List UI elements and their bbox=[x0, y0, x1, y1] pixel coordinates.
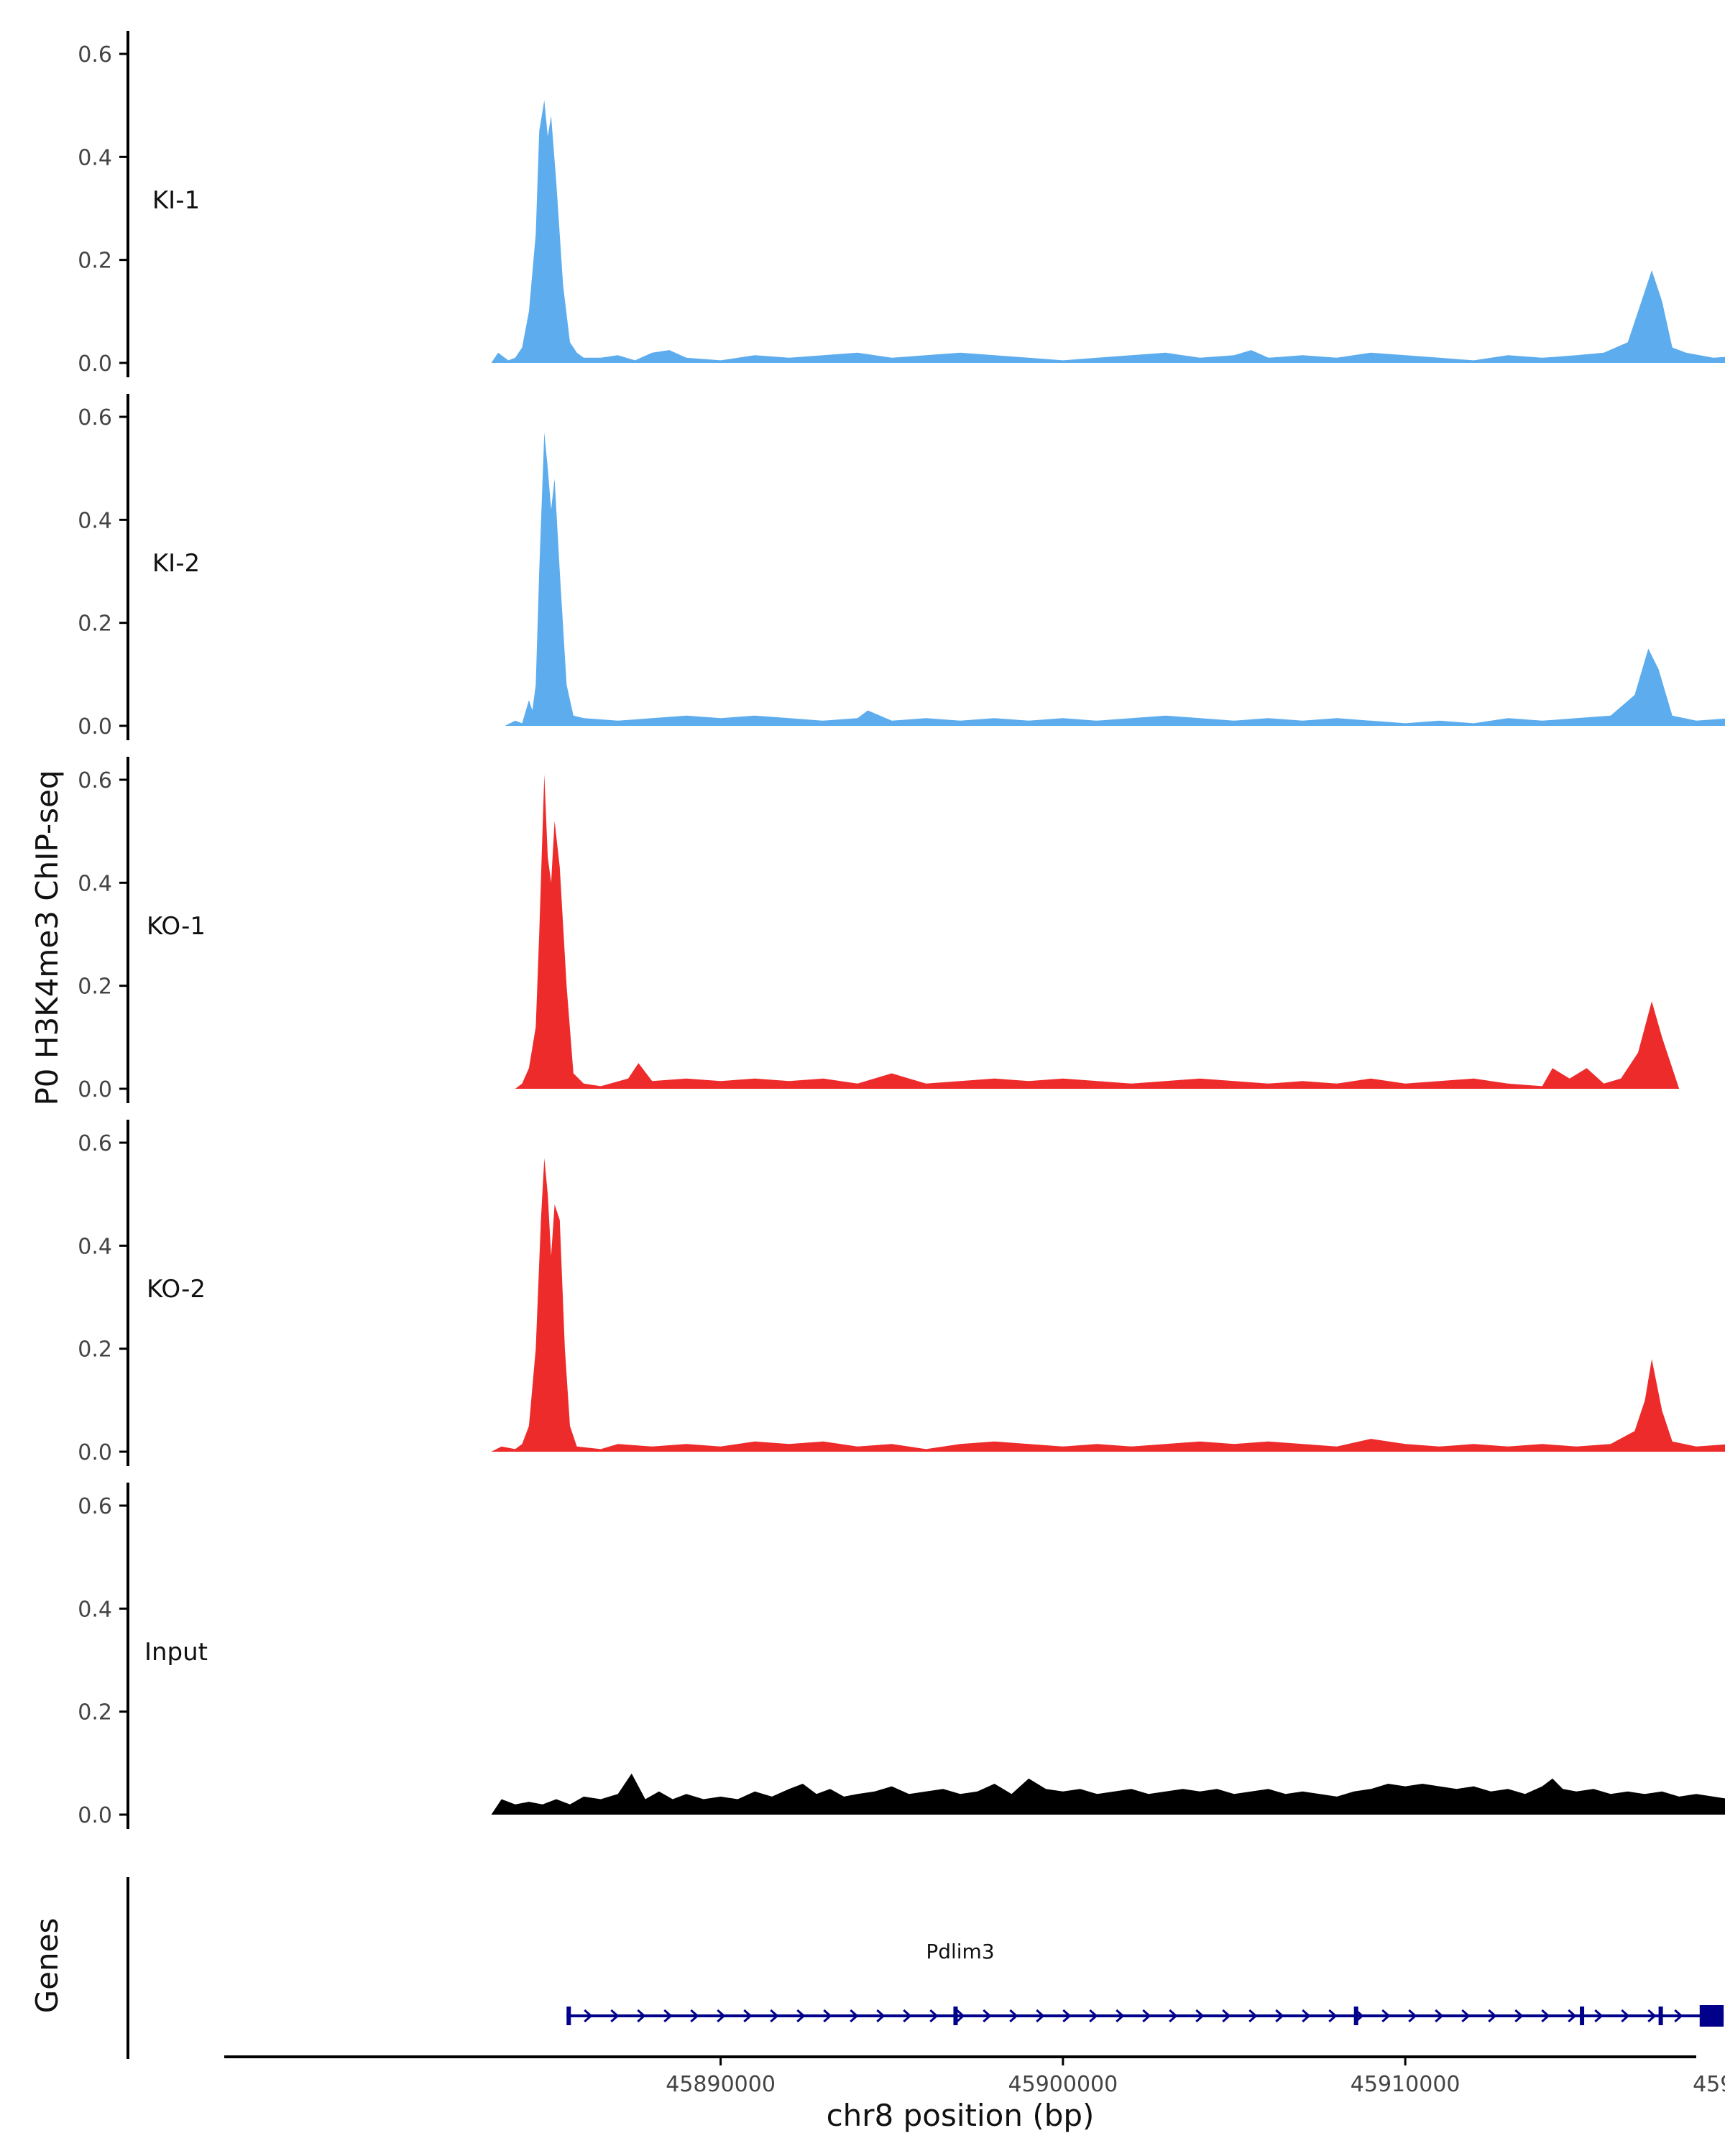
strand-arrow bbox=[1195, 2009, 1205, 2023]
track-panel-ko-2: 0.0 0.2 0.4 0.6 KO-2 bbox=[78, 1120, 1725, 1466]
strand-arrow bbox=[637, 2009, 646, 2023]
strand-arrow bbox=[584, 2009, 593, 2023]
strand-arrow bbox=[956, 2009, 965, 2023]
track-panel-ko-1: 0.0 0.2 0.4 0.6 KO-1 bbox=[78, 757, 1680, 1103]
strand-arrow bbox=[1647, 2009, 1657, 2023]
strand-arrow bbox=[1541, 2009, 1550, 2023]
track-label: KO-1 bbox=[147, 912, 206, 941]
strand-arrow bbox=[1381, 2009, 1391, 2023]
strand-arrow bbox=[929, 2009, 939, 2023]
y-tick-label: 0.4 bbox=[78, 145, 112, 170]
gene-name-label: Pdlim3 bbox=[926, 1940, 994, 1963]
signal-area-ki-1 bbox=[491, 100, 1725, 363]
y-tick-label: 0.2 bbox=[78, 1337, 112, 1363]
gene-panel: Pdlim3 bbox=[126, 1877, 1724, 2059]
x-axis-title: chr8 position (bp) bbox=[827, 2098, 1095, 2133]
strand-arrow bbox=[1674, 2009, 1683, 2023]
strand-arrow bbox=[1488, 2009, 1497, 2023]
strand-arrow bbox=[1036, 2009, 1045, 2023]
gene-exon bbox=[566, 2007, 571, 2025]
signal-panels: 0.00.20.40.6KI-10.00.20.40.6KI-20.00.20.… bbox=[78, 31, 1725, 1829]
track-label: Input bbox=[144, 1638, 208, 1667]
strand-arrow bbox=[1248, 2009, 1258, 2023]
signal-area-ki-2 bbox=[505, 432, 1725, 726]
strand-arrow bbox=[743, 2009, 753, 2023]
y-tick-label: 0.0 bbox=[78, 1803, 112, 1828]
gene-track-title: Genes bbox=[29, 1918, 65, 2014]
track-label: KO-2 bbox=[147, 1275, 206, 1304]
strand-arrow bbox=[796, 2009, 806, 2023]
track-label: KI-2 bbox=[152, 549, 200, 578]
x-tick-label: 45910000 bbox=[1351, 2072, 1460, 2097]
strand-arrow bbox=[1461, 2009, 1471, 2023]
signal-area-ko-1 bbox=[515, 774, 1680, 1089]
y-tick-label: 0.0 bbox=[78, 714, 112, 740]
track-panel-ki-1: 0.0 0.2 0.4 0.6 KI-1 bbox=[78, 31, 1725, 377]
strand-arrow bbox=[1408, 2009, 1417, 2023]
y-tick-label: 0.6 bbox=[78, 768, 112, 793]
y-tick-label: 0.2 bbox=[78, 975, 112, 1000]
strand-arrow bbox=[717, 2009, 726, 2023]
track-label: KI-1 bbox=[152, 186, 200, 215]
x-tick-label: 45890000 bbox=[666, 2072, 776, 2097]
signal-area-ko-2 bbox=[491, 1158, 1725, 1452]
strand-arrow bbox=[903, 2009, 912, 2023]
strand-arrow bbox=[1594, 2009, 1604, 2023]
strand-arrow bbox=[1275, 2009, 1284, 2023]
y-tick-label: 0.4 bbox=[78, 871, 112, 896]
strand-arrow bbox=[983, 2009, 992, 2023]
strand-arrow bbox=[1142, 2009, 1151, 2023]
strand-arrow bbox=[690, 2009, 699, 2023]
strand-arrow bbox=[770, 2009, 779, 2023]
strand-arrow bbox=[1009, 2009, 1018, 2023]
strand-arrow bbox=[850, 2009, 859, 2023]
y-tick-label: 0.2 bbox=[78, 249, 112, 274]
x-axis: 45890000 45900000 45910000 45920000 bbox=[224, 2055, 1725, 2097]
y-tick-label: 0.0 bbox=[78, 351, 112, 377]
strand-arrow bbox=[876, 2009, 886, 2023]
strand-arrow bbox=[1222, 2009, 1231, 2023]
x-tick-label: 45920000 bbox=[1693, 2072, 1725, 2097]
strand-arrow bbox=[823, 2009, 832, 2023]
y-tick-label: 0.2 bbox=[78, 1700, 112, 1726]
strand-arrow bbox=[1514, 2009, 1524, 2023]
gene-exon bbox=[1699, 2005, 1724, 2027]
y-tick-label: 0.6 bbox=[78, 42, 112, 68]
y-tick-label: 0.4 bbox=[78, 1234, 112, 1259]
strand-arrow bbox=[610, 2009, 620, 2023]
gene-exon bbox=[953, 2007, 958, 2025]
y-tick-label: 0.6 bbox=[78, 405, 112, 430]
track-panel-input: 0.0 0.2 0.4 0.6 Input bbox=[78, 1483, 1725, 1829]
y-tick-label: 0.4 bbox=[78, 508, 112, 533]
strand-arrow bbox=[1435, 2009, 1444, 2023]
y-tick-label: 0.0 bbox=[78, 1077, 112, 1102]
strand-arrow bbox=[1089, 2009, 1098, 2023]
gene-exon bbox=[1580, 2007, 1585, 2025]
y-tick-label: 0.4 bbox=[78, 1597, 112, 1622]
strand-arrow bbox=[1062, 2009, 1072, 2023]
strand-arrow bbox=[1302, 2009, 1311, 2023]
y-tick-label: 0.6 bbox=[78, 1494, 112, 1519]
x-tick-label: 45900000 bbox=[1008, 2072, 1118, 2097]
y-axis-title: P0 H3K4me3 ChIP-seq bbox=[29, 770, 65, 1105]
strand-arrow bbox=[1169, 2009, 1178, 2023]
y-tick-label: 0.6 bbox=[78, 1131, 112, 1156]
strand-arrow bbox=[663, 2009, 673, 2023]
strand-arrow bbox=[1328, 2009, 1338, 2023]
y-tick-label: 0.2 bbox=[78, 612, 112, 637]
strand-arrow bbox=[1621, 2009, 1630, 2023]
strand-arrow bbox=[1568, 2009, 1577, 2023]
track-panel-ki-2: 0.0 0.2 0.4 0.6 KI-2 bbox=[78, 394, 1725, 740]
strand-arrow bbox=[1116, 2009, 1125, 2023]
y-tick-label: 0.0 bbox=[78, 1440, 112, 1465]
gene-exon bbox=[1353, 2007, 1358, 2025]
signal-area-input bbox=[491, 1773, 1725, 1815]
gene-exon bbox=[1658, 2007, 1663, 2025]
